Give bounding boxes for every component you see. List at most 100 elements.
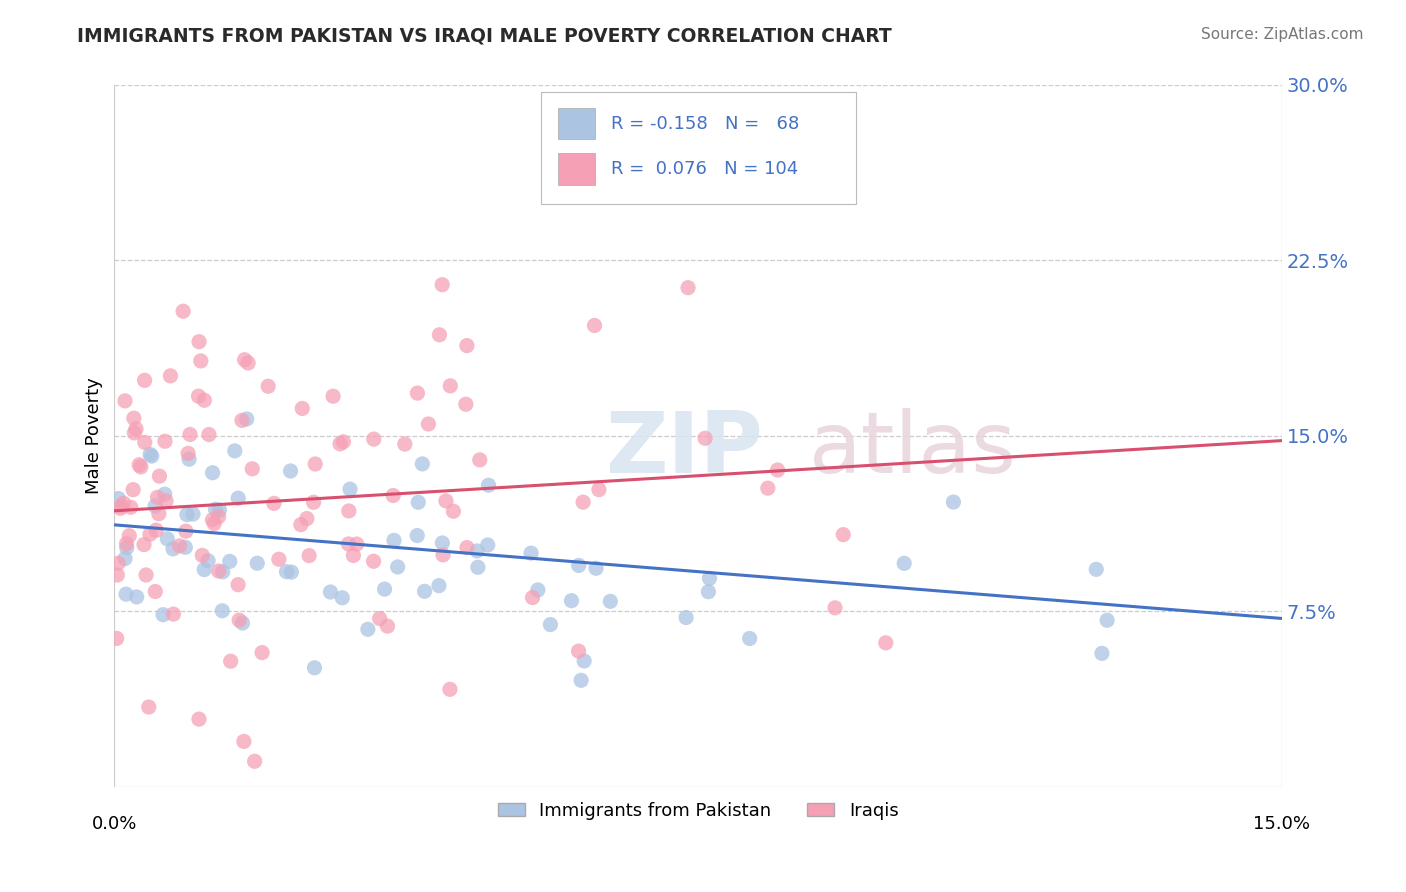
Text: R = -0.158   N =   68: R = -0.158 N = 68 [610,114,799,133]
Point [153,434,176,449]
Point [942,495,965,509]
Point [429,327,451,342]
Point [141,449,163,463]
FancyBboxPatch shape [558,108,595,139]
Point [134,373,156,387]
Point [302,495,325,509]
FancyBboxPatch shape [540,92,856,204]
Point [155,494,177,508]
Point [319,585,342,599]
Point [257,379,280,393]
Point [226,491,249,506]
Point [201,466,224,480]
Point [235,412,257,426]
Point [893,557,915,571]
Point [468,453,491,467]
Point [290,517,312,532]
Point [824,600,846,615]
Point [373,582,395,596]
Point [232,734,254,748]
Point [115,537,138,551]
Point [152,607,174,622]
Point [363,554,385,568]
Point [699,571,721,585]
Point [172,304,194,318]
Point [342,549,364,563]
Point [572,654,595,668]
Point [246,556,269,570]
Point [382,489,405,503]
Point [368,611,391,625]
Point [105,568,128,582]
Point [218,554,240,568]
Point [118,529,141,543]
Point [231,615,253,630]
Point [188,712,211,726]
Point [432,277,454,292]
Point [411,457,433,471]
Point [177,452,200,467]
Point [240,462,263,476]
Point [128,458,150,472]
Point [193,393,215,408]
Point [522,591,544,605]
Point [202,516,225,531]
Point [139,527,162,541]
Point [129,459,152,474]
Point [207,509,229,524]
Point [477,478,499,492]
Point [267,552,290,566]
Point [228,613,250,627]
Point [560,593,582,607]
Point [148,469,170,483]
Text: IMMIGRANTS FROM PAKISTAN VS IRAQI MALE POVERTY CORRELATION CHART: IMMIGRANTS FROM PAKISTAN VS IRAQI MALE P… [77,27,891,45]
Point [304,457,326,471]
Point [693,431,716,445]
Point [675,610,697,624]
Point [465,544,488,558]
Point [193,563,215,577]
Point [191,549,214,563]
Text: R =  0.076   N = 104: R = 0.076 N = 104 [610,161,797,178]
Point [280,464,302,478]
Point [322,389,344,403]
Point [538,617,561,632]
Point [139,447,162,461]
Point [153,487,176,501]
Point [162,607,184,621]
Point [477,538,499,552]
Point [467,560,489,574]
Point [120,500,142,515]
Point [363,432,385,446]
Text: 15.0%: 15.0% [1253,815,1310,833]
Point [174,541,197,555]
Point [756,481,779,495]
Point [520,546,543,560]
Point [434,494,457,508]
Point [676,281,699,295]
Point [145,523,167,537]
Point [456,541,478,555]
Point [190,354,212,368]
Text: Source: ZipAtlas.com: Source: ZipAtlas.com [1201,27,1364,42]
Point [568,558,591,573]
Point [432,536,454,550]
Point [1095,613,1118,627]
Point [377,619,399,633]
Point [382,533,405,548]
Point [697,584,720,599]
Point [766,463,789,477]
Point [304,661,326,675]
Point [418,417,440,431]
Point [231,413,253,427]
Point [295,511,318,525]
Legend: Immigrants from Pakistan, Iraqis: Immigrants from Pakistan, Iraqis [491,795,905,827]
Point [832,527,855,541]
Point [588,483,610,497]
Point [224,443,246,458]
Point [387,560,409,574]
Point [441,504,464,518]
Point [201,513,224,527]
Point [263,496,285,510]
Point [346,537,368,551]
